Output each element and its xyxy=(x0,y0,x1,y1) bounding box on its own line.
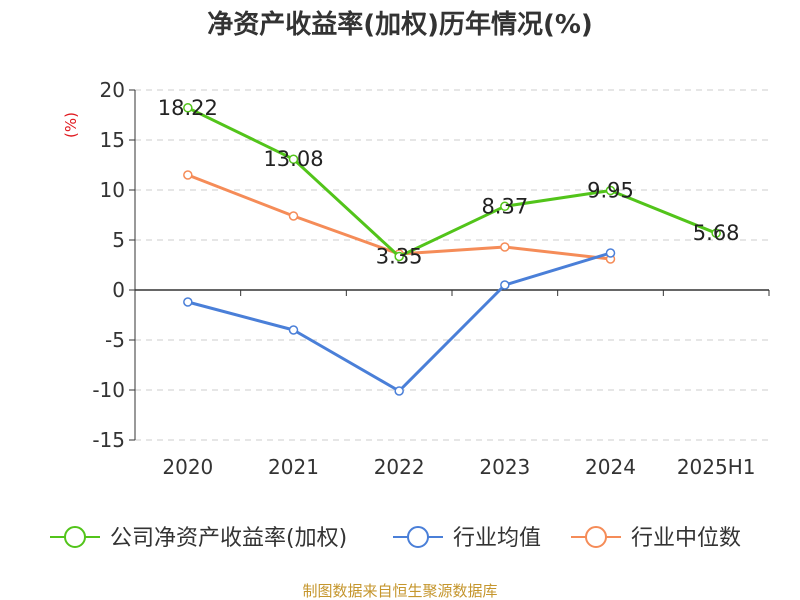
legend-label: 行业中位数 xyxy=(631,526,741,551)
series-line xyxy=(187,251,611,393)
y-tick-label: -15 xyxy=(92,428,125,452)
data-point[interactable] xyxy=(711,228,721,238)
grid-lines xyxy=(135,89,769,441)
series-line xyxy=(187,106,717,258)
data-point[interactable] xyxy=(605,248,616,258)
source-footer: 制图数据来自恒生聚源数据库 xyxy=(302,582,497,600)
y-tick-label: -10 xyxy=(92,378,125,402)
y-tick-label: 0 xyxy=(112,278,125,302)
data-label: 9.95 xyxy=(587,179,634,203)
y-tick-label: 15 xyxy=(100,128,125,152)
legend-item[interactable]: 行业中位数 xyxy=(571,526,741,551)
x-tick-label: 2021 xyxy=(268,455,319,479)
legend-item[interactable]: 公司净资产收益率(加权) xyxy=(50,526,347,551)
data-point[interactable] xyxy=(183,103,193,113)
data-point[interactable] xyxy=(288,325,299,335)
y-tick-label: 10 xyxy=(100,178,125,202)
legend-item[interactable]: 行业均值 xyxy=(393,526,541,551)
data-label: 3.35 xyxy=(376,245,423,269)
legend-circle-icon xyxy=(64,526,86,548)
legend-circle-icon xyxy=(407,526,429,548)
data-point[interactable] xyxy=(394,251,404,262)
x-tick-label: 2024 xyxy=(585,455,636,479)
data-labels: 18.22 13.08 3.35 8.37 9.95 5.68 xyxy=(158,96,740,269)
chart-title: 净资产收益率(加权)历年情况(%) xyxy=(207,9,593,40)
data-label: 18.22 xyxy=(158,96,218,120)
data-point[interactable] xyxy=(394,386,404,396)
legend[interactable]: 公司净资产收益率(加权) 行业均值 行业中位数 xyxy=(50,526,741,551)
data-point[interactable] xyxy=(500,201,510,212)
legend-label: 行业均值 xyxy=(453,526,541,551)
legend-label: 公司净资产收益率(加权) xyxy=(110,526,347,551)
data-point[interactable] xyxy=(183,170,193,180)
data-point[interactable] xyxy=(288,211,299,221)
legend-circle-icon xyxy=(585,526,607,548)
data-point[interactable] xyxy=(500,242,510,252)
x-tick-label: 2023 xyxy=(479,455,530,479)
x-tick-label: 2025H1 xyxy=(677,455,756,479)
data-label: 8.37 xyxy=(481,194,528,218)
data-point[interactable] xyxy=(288,154,299,164)
y-tick-label: 5 xyxy=(112,228,125,252)
data-point[interactable] xyxy=(500,280,510,290)
x-tick-label: 2020 xyxy=(162,455,213,479)
y-axis-label: (%) xyxy=(62,112,80,138)
data-point[interactable] xyxy=(605,185,616,196)
data-point[interactable] xyxy=(183,297,193,307)
y-tick-label: -5 xyxy=(105,328,125,352)
x-tick-label: 2022 xyxy=(374,455,425,479)
data-label: 13.08 xyxy=(263,147,323,171)
y-tick-label: 20 xyxy=(100,78,125,102)
data-label: 5.68 xyxy=(693,221,740,245)
series-lines xyxy=(183,103,721,396)
